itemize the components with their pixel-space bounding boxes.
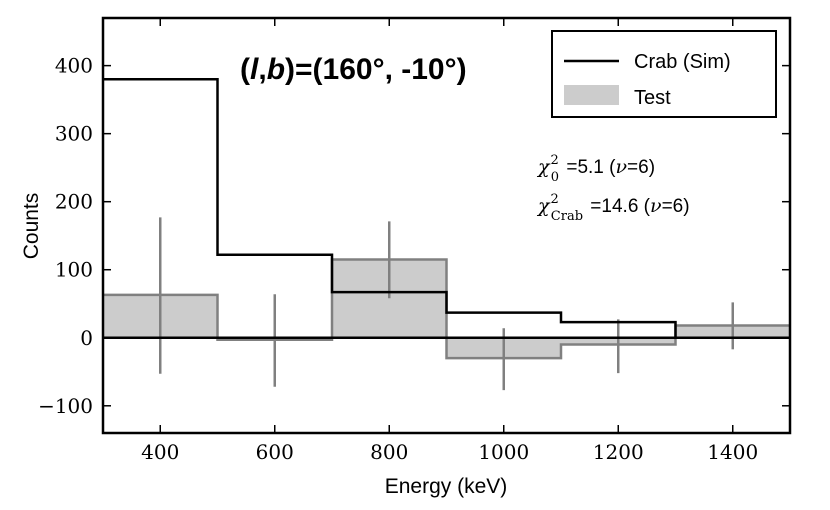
y-axis-title: Counts xyxy=(20,193,43,260)
chi2-crab-nu: ν xyxy=(650,195,662,217)
legend-label-test: Test xyxy=(634,87,671,109)
title-comma: , xyxy=(258,53,266,86)
chi2-crab-annotation: χ2 Crab =14.6 (ν=6) xyxy=(536,192,690,224)
legend-patch-test xyxy=(564,85,619,105)
x-tick-label: 1000 xyxy=(478,440,529,464)
crab-sim-histogram xyxy=(103,77,790,340)
crab-step-line xyxy=(103,77,790,340)
chi2-zero-dof: =6) xyxy=(627,157,655,178)
legend-label-crab: Crab (Sim) xyxy=(634,51,731,73)
chi2-zero-sub: 0 xyxy=(551,170,559,185)
legend: Crab (Sim) Test xyxy=(551,30,777,118)
chi2-crab-value: =14.6 ( xyxy=(585,196,651,217)
chi2-zero-value: =5.1 ( xyxy=(561,157,616,178)
y-tick-label: 100 xyxy=(55,258,93,282)
chi2-crab-symbol: χ xyxy=(536,195,551,217)
x-axis-ticks: 400 600 800 1000 1200 1400 xyxy=(141,18,758,464)
x-tick-label: 600 xyxy=(256,440,294,464)
y-tick-label: 200 xyxy=(55,190,93,214)
y-tick-label: −100 xyxy=(38,394,93,418)
title-l: l xyxy=(250,53,259,86)
x-tick-label: 400 xyxy=(141,440,179,464)
chi2-zero-sup: 2 xyxy=(551,153,559,168)
title-b: b xyxy=(267,53,285,86)
chi2-crab-sup: 2 xyxy=(551,192,559,207)
y-tick-label: 400 xyxy=(55,54,93,78)
y-tick-label: 0 xyxy=(80,326,93,350)
x-tick-label: 1200 xyxy=(593,440,644,464)
title-open: ( xyxy=(240,53,250,86)
test-error-bars xyxy=(159,217,734,391)
chi2-zero-nu: ν xyxy=(615,156,627,178)
chi2-crab-sub: Crab xyxy=(551,209,583,224)
chi2-zero-symbol: χ xyxy=(536,156,551,178)
title-rest: )=(160°, -10°) xyxy=(285,53,467,86)
x-axis-title: Energy (keV) xyxy=(385,475,508,498)
x-tick-label: 1400 xyxy=(707,440,758,464)
y-tick-label: 300 xyxy=(55,122,93,146)
chi2-crab-dof: =6) xyxy=(662,196,690,217)
x-tick-label: 800 xyxy=(370,440,408,464)
y-axis-ticks: −100 0 100 200 300 400 xyxy=(38,54,790,418)
plot-title: (l,b)=(160°, -10°) xyxy=(240,53,467,86)
chi2-zero-annotation: χ2 0 =5.1 (ν=6) xyxy=(536,153,655,185)
plot-frame xyxy=(101,16,792,435)
